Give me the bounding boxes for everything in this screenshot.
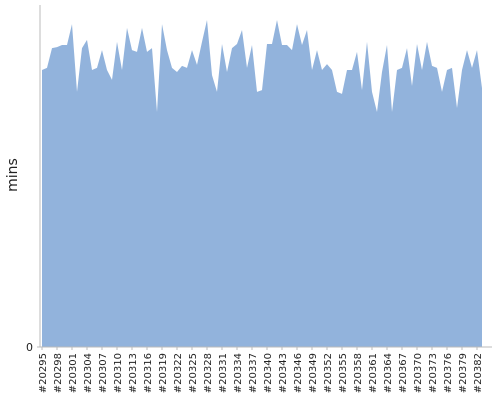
x-tick-label: #20334 <box>233 353 244 393</box>
x-tick-label: #20301 <box>68 353 79 393</box>
x-tick-label: #20355 <box>338 353 349 393</box>
y-tick-label: 0 <box>26 341 33 354</box>
x-tick-label: #20370 <box>413 353 424 393</box>
x-tick-label: #20346 <box>293 353 304 393</box>
x-tick-label: #20325 <box>188 353 199 393</box>
x-tick-label: #20295 <box>38 353 49 393</box>
x-tick-label: #20310 <box>113 353 124 393</box>
x-tick-label: #20364 <box>383 353 394 393</box>
x-tick-label: #20322 <box>173 353 184 393</box>
x-tick-label: #20376 <box>443 353 454 393</box>
x-tick-label: #20337 <box>248 353 259 393</box>
x-tick-label: #20382 <box>473 353 484 393</box>
x-tick-label: #20319 <box>158 353 169 393</box>
x-tick-label: #20343 <box>278 353 289 393</box>
x-tick-label: #20313 <box>128 353 139 393</box>
x-tick-label: #20373 <box>428 353 439 393</box>
x-tick-label: #20307 <box>98 353 109 393</box>
x-tick-label: #20352 <box>323 353 334 393</box>
area <box>42 20 482 347</box>
x-tick-label: #20331 <box>218 353 229 393</box>
x-tick-label: #20298 <box>53 353 64 393</box>
x-tick-label: #20349 <box>308 353 319 393</box>
x-tick-label: #20316 <box>143 353 154 393</box>
x-tick-label: #20328 <box>203 353 214 393</box>
x-tick-label: #20304 <box>83 353 94 393</box>
x-tick-label: #20358 <box>353 353 364 393</box>
x-tick-label: #20379 <box>458 353 469 393</box>
x-tick-label: #20340 <box>263 353 274 393</box>
y-axis-label: mins <box>5 158 21 192</box>
x-tick-label: #20367 <box>398 353 409 393</box>
x-tick-label: #20361 <box>368 353 379 393</box>
